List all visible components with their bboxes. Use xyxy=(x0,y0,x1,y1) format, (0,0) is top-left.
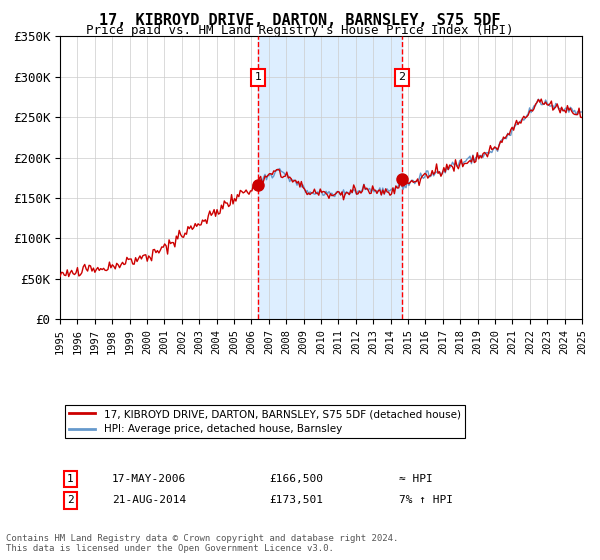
Text: Price paid vs. HM Land Registry's House Price Index (HPI): Price paid vs. HM Land Registry's House … xyxy=(86,24,514,37)
Text: 17, KIBROYD DRIVE, DARTON, BARNSLEY, S75 5DF: 17, KIBROYD DRIVE, DARTON, BARNSLEY, S75… xyxy=(99,13,501,28)
Text: £166,500: £166,500 xyxy=(269,474,323,484)
Text: £173,501: £173,501 xyxy=(269,495,323,505)
Text: 7% ↑ HPI: 7% ↑ HPI xyxy=(400,495,454,505)
Text: 21-AUG-2014: 21-AUG-2014 xyxy=(112,495,187,505)
Text: 17-MAY-2006: 17-MAY-2006 xyxy=(112,474,187,484)
Text: 2: 2 xyxy=(67,495,74,505)
Text: 1: 1 xyxy=(67,474,74,484)
Bar xyxy=(258,36,402,319)
Text: 2: 2 xyxy=(398,72,405,82)
Text: Contains HM Land Registry data © Crown copyright and database right 2024.
This d: Contains HM Land Registry data © Crown c… xyxy=(6,534,398,553)
Text: ≈ HPI: ≈ HPI xyxy=(400,474,433,484)
Legend: 17, KIBROYD DRIVE, DARTON, BARNSLEY, S75 5DF (detached house), HPI: Average pric: 17, KIBROYD DRIVE, DARTON, BARNSLEY, S75… xyxy=(65,405,465,438)
Text: 1: 1 xyxy=(254,72,262,82)
